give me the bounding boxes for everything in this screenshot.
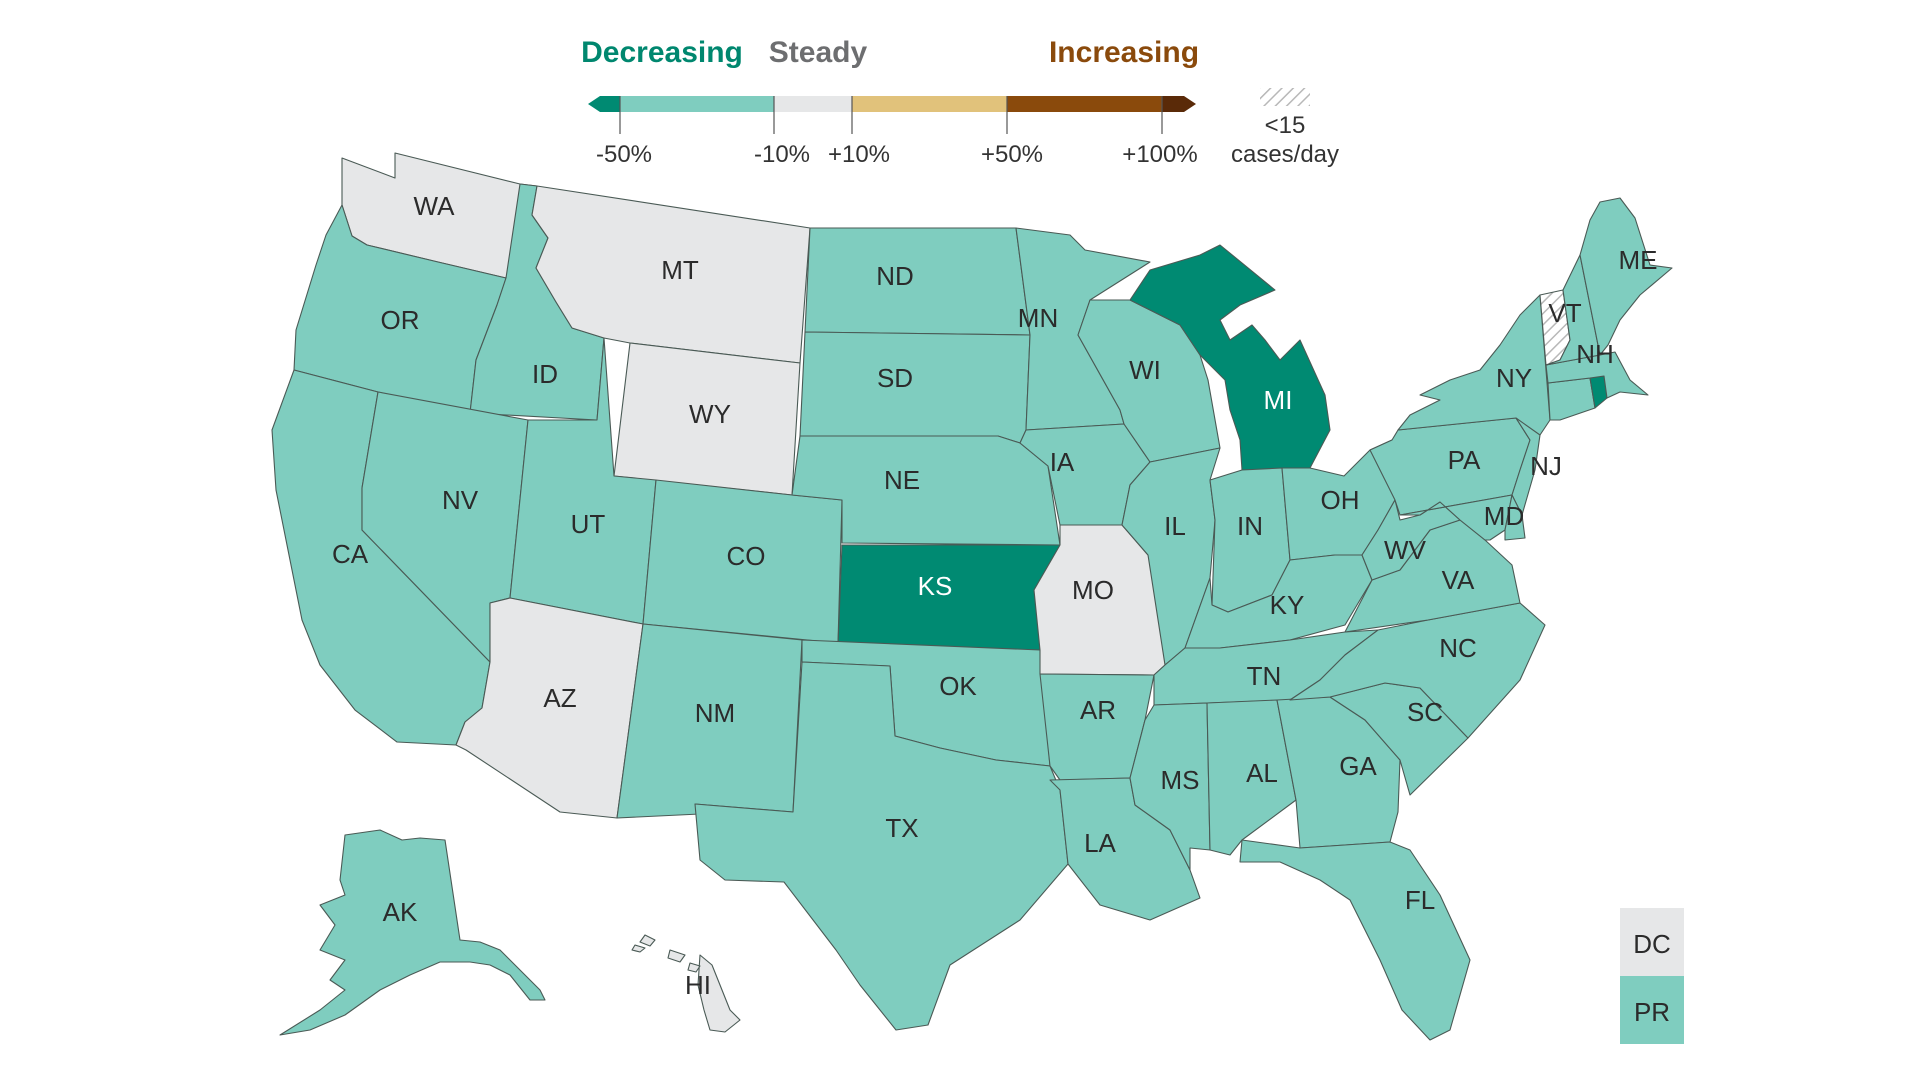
state-label-sc: SC [1407, 697, 1443, 727]
legend-tick-label: -10% [754, 141, 810, 168]
state-label-wa: WA [414, 191, 456, 221]
state-label-il: IL [1164, 511, 1186, 541]
state-label-mo: MO [1072, 575, 1114, 605]
state-label-ut: UT [571, 509, 606, 539]
state-label-ca: CA [332, 539, 369, 569]
state-label-id: ID [532, 359, 558, 389]
state-nc [1289, 602, 1546, 739]
state-label-mn: MN [1018, 303, 1058, 333]
legend-tick-label: +100% [1122, 141, 1197, 168]
state-de [1504, 494, 1526, 541]
state-tx [694, 661, 1069, 1031]
state-label-az: AZ [543, 683, 576, 713]
state-labels: WA OR CA ID NV MT WY UT AZ CO NM ND SD NE KS OK TX MN IA MO… [332, 191, 1671, 1027]
legend-steady-label: Steady [769, 36, 868, 69]
state-label-pr: PR [1634, 997, 1670, 1027]
state-label-ky: KY [1270, 590, 1305, 620]
state-co [642, 479, 843, 644]
state-label-la: LA [1084, 828, 1116, 858]
legend-tick-label: +50% [981, 141, 1043, 168]
state-label-mi: MI [1264, 385, 1293, 415]
state-label-tx: TX [885, 813, 918, 843]
state-label-nd: ND [876, 261, 914, 291]
state-label-ia: IA [1050, 447, 1075, 477]
state-label-ne: NE [884, 465, 920, 495]
state-label-ks: KS [918, 571, 953, 601]
state-label-nv: NV [442, 485, 479, 515]
legend-swatch-very-strong-increase [1162, 96, 1196, 112]
legend-decreasing-label: Decreasing [581, 36, 743, 69]
state-label-dc: DC [1633, 929, 1671, 959]
state-label-nm: NM [695, 698, 735, 728]
state-label-al: AL [1246, 758, 1278, 788]
legend: Decreasing Steady Increasing -50% -10% +… [581, 36, 1339, 168]
legend-swatch-increase [852, 96, 1007, 112]
state-label-nh: NH [1576, 339, 1614, 369]
state-wi [1077, 299, 1221, 463]
state-label-wy: WY [689, 399, 731, 429]
state-mi [1129, 244, 1331, 471]
state-label-co: CO [727, 541, 766, 571]
state-ct [1547, 377, 1596, 421]
state-label-wv: WV [1384, 535, 1427, 565]
state-hi [631, 934, 741, 1033]
state-mt [531, 185, 811, 364]
state-label-nj: NJ [1530, 451, 1562, 481]
state-label-va: VA [1442, 565, 1475, 595]
state-label-fl: FL [1405, 885, 1435, 915]
legend-tick-label: -50% [596, 141, 652, 168]
legend-swatch-decrease [620, 96, 774, 112]
legend-swatch-steady [774, 96, 852, 112]
state-label-in: IN [1237, 511, 1263, 541]
state-label-pa: PA [1448, 445, 1481, 475]
legend-swatch-strong-increase [1007, 96, 1162, 112]
state-fl [1239, 839, 1471, 1041]
legend-increasing-label: Increasing [1049, 36, 1199, 69]
state-label-ga: GA [1339, 751, 1377, 781]
state-ak [279, 829, 546, 1036]
state-label-hi: HI [685, 970, 711, 1000]
state-label-ny: NY [1496, 363, 1532, 393]
state-label-me: ME [1619, 245, 1658, 275]
state-shapes [271, 152, 1684, 1044]
state-label-mt: MT [661, 255, 699, 285]
state-label-nc: NC [1439, 633, 1477, 663]
state-label-tn: TN [1247, 661, 1282, 691]
state-label-ak: AK [383, 897, 418, 927]
state-me [1579, 197, 1673, 356]
state-label-ms: MS [1161, 765, 1200, 795]
state-dc [1620, 908, 1684, 976]
state-ms [1129, 702, 1211, 871]
state-sd [799, 331, 1031, 444]
state-label-oh: OH [1321, 485, 1360, 515]
state-label-sd: SD [877, 363, 913, 393]
legend-swatch-low-cases [1260, 88, 1310, 106]
state-label-wi: WI [1129, 355, 1161, 385]
legend-low-cases-label: cases/day [1231, 141, 1339, 168]
legend-tick-label: +10% [828, 141, 890, 168]
state-label-or: OR [381, 305, 420, 335]
legend-swatch-strong-decrease [588, 96, 620, 112]
state-label-vt: VT [1548, 298, 1581, 328]
state-label-ar: AR [1080, 695, 1116, 725]
state-label-md: MD [1484, 501, 1524, 531]
legend-low-cases-label: <15 [1265, 112, 1306, 139]
state-pr [1620, 976, 1684, 1044]
state-nd [804, 227, 1031, 336]
state-label-ok: OK [939, 671, 977, 701]
